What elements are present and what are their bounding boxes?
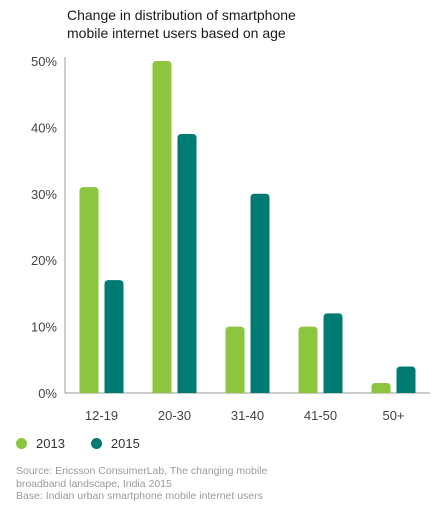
bar-2013-12-19 <box>79 187 99 393</box>
x-tick-label: 50+ <box>382 408 404 423</box>
legend-label-2015: 2015 <box>110 436 140 451</box>
bar-2015-20-30 <box>177 134 197 394</box>
source-note: Source: Ericsson ConsumerLab, The changi… <box>16 465 426 503</box>
chart-title-line-1: Change in distribution of smartphone <box>67 7 296 23</box>
y-tick-label: 30% <box>31 187 57 202</box>
legend-swatch-2015 <box>90 438 102 449</box>
bar-2015-50+ <box>396 366 416 393</box>
bar-2013-50+ <box>371 383 391 393</box>
y-tick-label: 10% <box>31 320 57 335</box>
y-tick-label: 0% <box>38 386 57 401</box>
legend-label-2013: 2013 <box>36 436 65 451</box>
bar-2015-31-40 <box>250 193 270 393</box>
chart-legend: 2013 2015 <box>16 436 166 451</box>
x-tick-label: 12-19 <box>85 408 118 423</box>
x-tick-label: 20-30 <box>158 408 191 423</box>
x-tick-label: 31-40 <box>231 408 264 423</box>
legend-item-2015: 2015 <box>90 436 140 451</box>
bar-2013-20-30 <box>152 61 172 393</box>
bar-2013-41-50 <box>298 326 318 393</box>
chart-title: Change in distribution of smartphone mob… <box>67 6 367 42</box>
legend-swatch-2013 <box>16 438 27 449</box>
bar-chart: 0% 10% 20% 30% 40% 50% 12-19 20-30 31-40 41-50 50+ <box>31 54 430 423</box>
bar-2015-41-50 <box>323 313 343 393</box>
chart-title-line-2: mobile internet users based on age <box>67 25 286 41</box>
y-tick-label: 40% <box>31 120 57 135</box>
source-line-3: Base: Indian urban smartphone mobile int… <box>16 490 263 502</box>
bar-2013-31-40 <box>225 326 245 393</box>
bar-2015-12-19 <box>104 280 124 393</box>
y-tick-label: 20% <box>31 253 57 268</box>
x-tick-label: 41-50 <box>304 408 337 423</box>
source-line-2: broadband landscape, India 2015 <box>16 477 172 490</box>
source-line-1: Source: Ericsson ConsumerLab, The changi… <box>16 465 268 477</box>
y-tick-label: 50% <box>31 54 57 69</box>
legend-item-2013: 2013 <box>16 436 65 451</box>
